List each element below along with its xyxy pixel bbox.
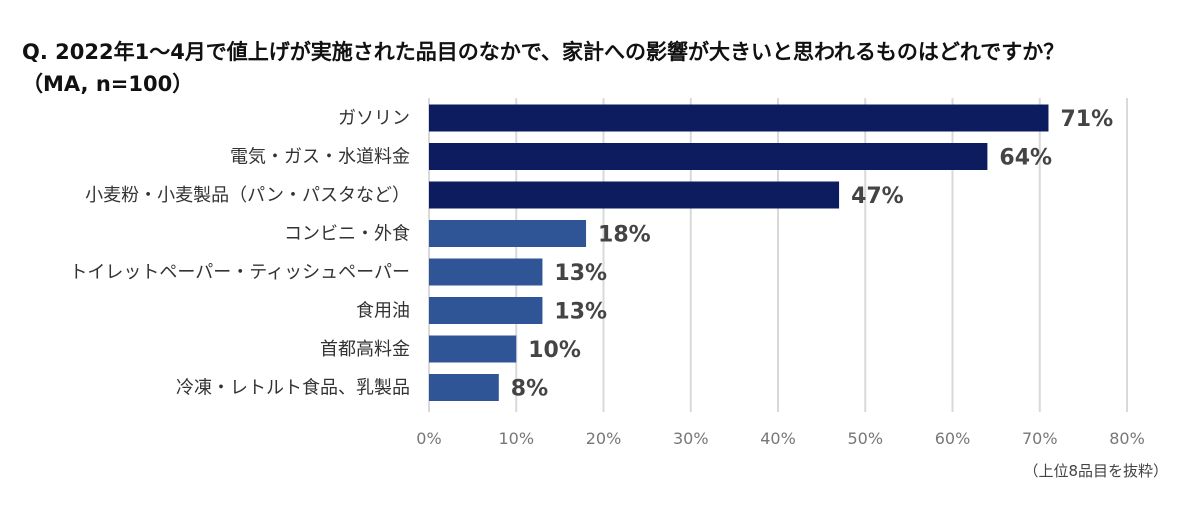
- x-tick-label: 10%: [498, 429, 534, 448]
- x-tick-label: 50%: [847, 429, 883, 448]
- value-label: 18%: [598, 223, 651, 248]
- value-label: 71%: [1060, 107, 1113, 132]
- bar: [429, 297, 543, 324]
- category-label: 食用油: [356, 301, 410, 322]
- bar: [429, 258, 543, 286]
- x-tick-label: 0%: [416, 429, 441, 448]
- bar: [429, 181, 840, 209]
- chart-title: Q. 2022年1～4月で値上げが実施された品目のなかで、家計への影響が大きいと…: [22, 40, 1065, 64]
- bar: [429, 220, 587, 247]
- bar: [429, 104, 1049, 132]
- value-label: 13%: [554, 261, 607, 286]
- x-tick-label: 70%: [1022, 429, 1058, 448]
- bar: [429, 374, 499, 401]
- value-label: 8%: [511, 377, 548, 402]
- bars: [429, 104, 1049, 401]
- x-axis-ticks: 0% 10% 20% 30% 40% 50% 60% 70% 80%: [416, 429, 1144, 448]
- x-tick-label: 40%: [760, 429, 796, 448]
- category-label: 小麦粉・小麦製品（パン・パスタなど）: [85, 185, 410, 206]
- bar: [429, 143, 988, 170]
- category-label: トイレットペーパー・ティッシュペーパー: [69, 262, 410, 283]
- value-label: 10%: [528, 338, 581, 363]
- category-label: コンビニ・外食: [284, 224, 410, 245]
- x-tick-label: 60%: [935, 429, 971, 448]
- x-tick-label: 20%: [586, 429, 622, 448]
- x-tick-label: 80%: [1109, 429, 1145, 448]
- x-tick-label: 30%: [673, 429, 709, 448]
- category-label: 首都高料金: [320, 339, 410, 360]
- footnote: （上位8品目を抜粋）: [1023, 462, 1168, 480]
- category-label: 電気・ガス・水道料金: [230, 147, 410, 168]
- category-label: 冷凍・レトルト食品、乳製品: [176, 378, 410, 399]
- value-labels: 71% 64% 47% 18% 13% 13% 10% 8%: [511, 107, 1113, 402]
- value-label: 64%: [999, 146, 1052, 171]
- value-label: 47%: [851, 184, 904, 209]
- value-label: 13%: [554, 300, 607, 325]
- chart-subtitle: （MA, n=100）: [22, 72, 194, 96]
- category-label: ガソリン: [338, 108, 410, 129]
- bar: [429, 335, 517, 363]
